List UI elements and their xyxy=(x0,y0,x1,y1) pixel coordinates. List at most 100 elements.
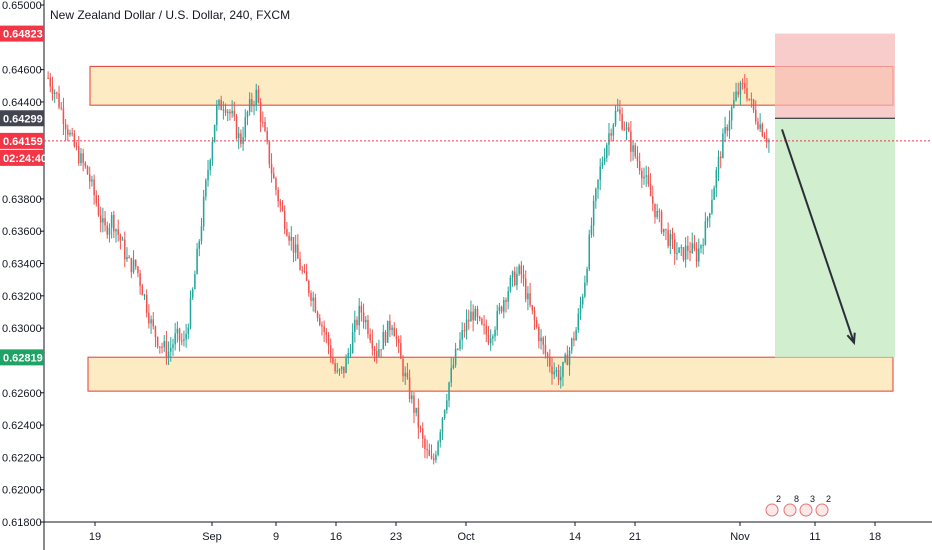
candle-body xyxy=(56,92,58,94)
candle-body xyxy=(137,266,139,274)
candle-body xyxy=(124,239,126,260)
candle-body xyxy=(586,269,588,283)
candle-body xyxy=(95,195,98,204)
candle-body xyxy=(347,353,350,358)
candle-body xyxy=(643,176,645,179)
candle-body xyxy=(695,248,698,262)
candle-body xyxy=(270,164,273,174)
candle-body xyxy=(246,111,249,118)
candle-body xyxy=(91,179,93,182)
candle-body xyxy=(216,105,218,125)
candle-body xyxy=(209,160,211,170)
zones-layer xyxy=(87,65,894,392)
event-icon[interactable] xyxy=(765,503,779,517)
candle-body xyxy=(595,188,597,201)
candle-body xyxy=(224,109,227,113)
candle-body xyxy=(194,274,196,290)
candle-body xyxy=(516,273,518,286)
candle-body xyxy=(461,330,463,340)
candle-body xyxy=(148,312,150,324)
candle-body xyxy=(435,454,437,461)
candle-body xyxy=(744,83,746,89)
candle-body xyxy=(603,158,606,163)
candle-body xyxy=(180,340,183,342)
candle-body xyxy=(676,252,678,254)
candle-body xyxy=(489,338,492,344)
candle-body xyxy=(251,99,253,106)
candle-body xyxy=(325,332,328,335)
candle-body xyxy=(513,271,516,286)
candle-body xyxy=(538,326,540,342)
candle-body xyxy=(345,357,347,373)
projection-arrow[interactable] xyxy=(781,129,855,343)
candle-body xyxy=(226,111,229,113)
price-tag-label: 0.62819 xyxy=(3,352,43,364)
candle-body xyxy=(88,174,91,182)
take-profit-box[interactable] xyxy=(775,118,895,358)
candle-body xyxy=(614,110,617,125)
candle-body xyxy=(673,239,676,254)
candle-body xyxy=(739,83,742,95)
candle-body xyxy=(242,137,244,144)
candle-body xyxy=(584,282,586,297)
candle-body xyxy=(713,187,715,200)
candle-body xyxy=(334,363,336,372)
candle-body xyxy=(426,449,428,451)
candle-body xyxy=(404,372,406,377)
candle-body xyxy=(400,343,402,359)
candle-body xyxy=(581,296,584,305)
candle-body xyxy=(73,133,76,147)
candle-body xyxy=(472,311,474,321)
sr-zone-2[interactable] xyxy=(87,356,894,392)
candle-body xyxy=(448,382,450,401)
sr-zone-1[interactable] xyxy=(89,65,894,106)
candle-body xyxy=(272,173,275,179)
candle-body xyxy=(154,326,157,338)
event-icon[interactable] xyxy=(783,503,797,517)
candles-layer xyxy=(47,71,770,465)
candle-body xyxy=(446,400,448,411)
y-tick-label: 0.63200 xyxy=(2,291,42,303)
candle-body xyxy=(432,458,435,461)
price-tag: 02:24:40 xyxy=(0,149,47,166)
candle-body xyxy=(763,135,766,139)
candle-body xyxy=(691,243,693,253)
x-tick-label: 18 xyxy=(869,531,881,543)
candle-body xyxy=(728,120,731,131)
x-tick-label: 11 xyxy=(809,531,820,543)
candle-body xyxy=(99,215,102,223)
event-icon[interactable] xyxy=(799,503,813,517)
candle-body xyxy=(384,332,387,343)
candle-body xyxy=(47,77,49,79)
candle-body xyxy=(459,339,461,349)
candle-body xyxy=(454,348,457,366)
candle-body xyxy=(163,341,165,348)
candle-body xyxy=(652,196,654,204)
candle-body xyxy=(752,99,755,110)
y-tick-label: 0.65000 xyxy=(2,0,42,12)
stop-loss-box[interactable] xyxy=(775,33,895,119)
candle-body xyxy=(213,124,216,142)
event-count: 8 xyxy=(794,494,799,504)
candle-body xyxy=(343,366,345,373)
candle-body xyxy=(161,346,163,348)
candle-body xyxy=(680,247,683,249)
event-icon[interactable] xyxy=(815,503,829,517)
candle-body xyxy=(531,305,534,311)
candle-body xyxy=(759,124,761,129)
candle-body xyxy=(130,258,133,273)
candle-body xyxy=(494,329,496,337)
candle-body xyxy=(183,339,185,341)
candle-body xyxy=(264,122,266,132)
events-icons[interactable]: 2 8 3 2 xyxy=(765,494,831,517)
candle-body xyxy=(108,227,111,235)
candle-body xyxy=(719,156,722,159)
candle-body xyxy=(104,218,106,226)
candle-body xyxy=(375,351,378,357)
candle-body xyxy=(457,348,459,350)
candle-body xyxy=(424,438,426,450)
candle-body xyxy=(391,327,393,331)
candle-body xyxy=(268,141,271,165)
candle-body xyxy=(575,330,577,341)
